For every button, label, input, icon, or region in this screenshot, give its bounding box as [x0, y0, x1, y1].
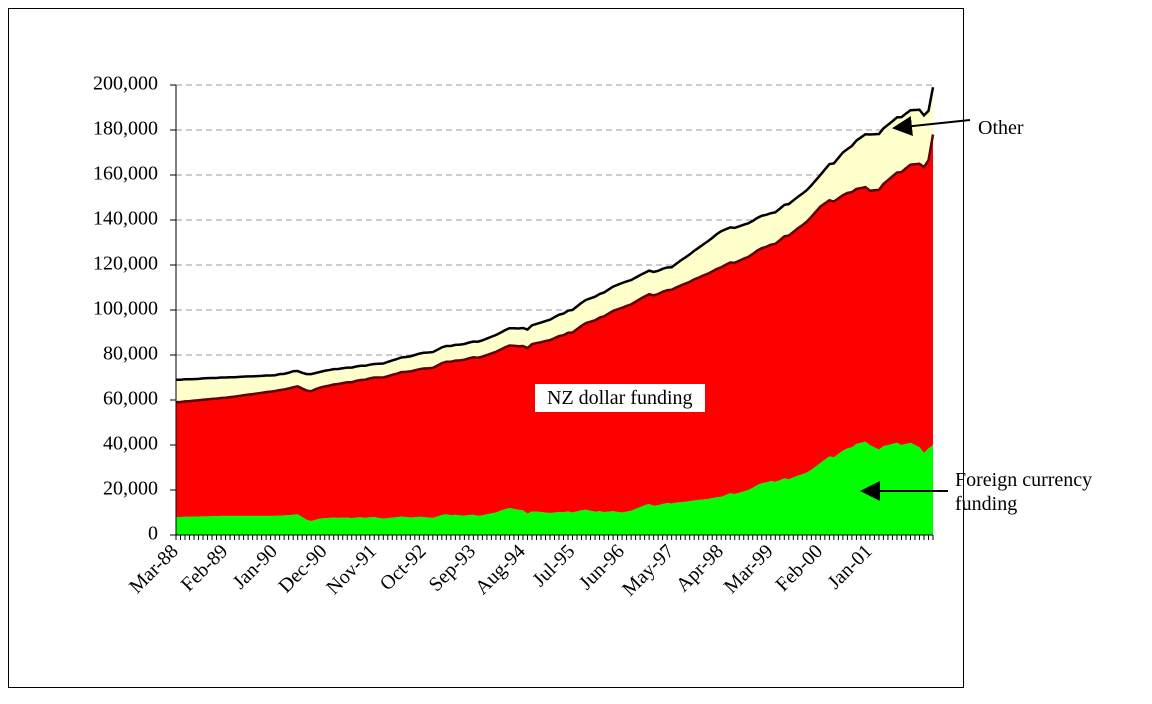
y-tick-label: 0 [148, 523, 158, 545]
series-label: NZ dollar funding [535, 384, 705, 412]
y-tick-label: 40,000 [103, 433, 158, 455]
area [176, 134, 933, 522]
y-tick-label: 120,000 [93, 253, 158, 275]
series-label: Other [978, 117, 1024, 139]
y-tick-label: 100,000 [93, 298, 158, 320]
annotation-arrow [892, 116, 971, 137]
area [176, 441, 933, 535]
series-label: Foreign currency funding [955, 469, 1093, 515]
y-tick-label: 60,000 [103, 388, 158, 410]
y-tick-label: 80,000 [103, 343, 158, 365]
area-edge [176, 87, 935, 381]
y-tick-label: 200,000 [93, 73, 158, 95]
y-tick-label: 160,000 [93, 163, 158, 185]
area-edge [175, 134, 935, 404]
y-tick-label: 180,000 [93, 118, 158, 140]
y-tick-label: 140,000 [93, 208, 158, 230]
y-tick-label: 20,000 [103, 478, 158, 500]
